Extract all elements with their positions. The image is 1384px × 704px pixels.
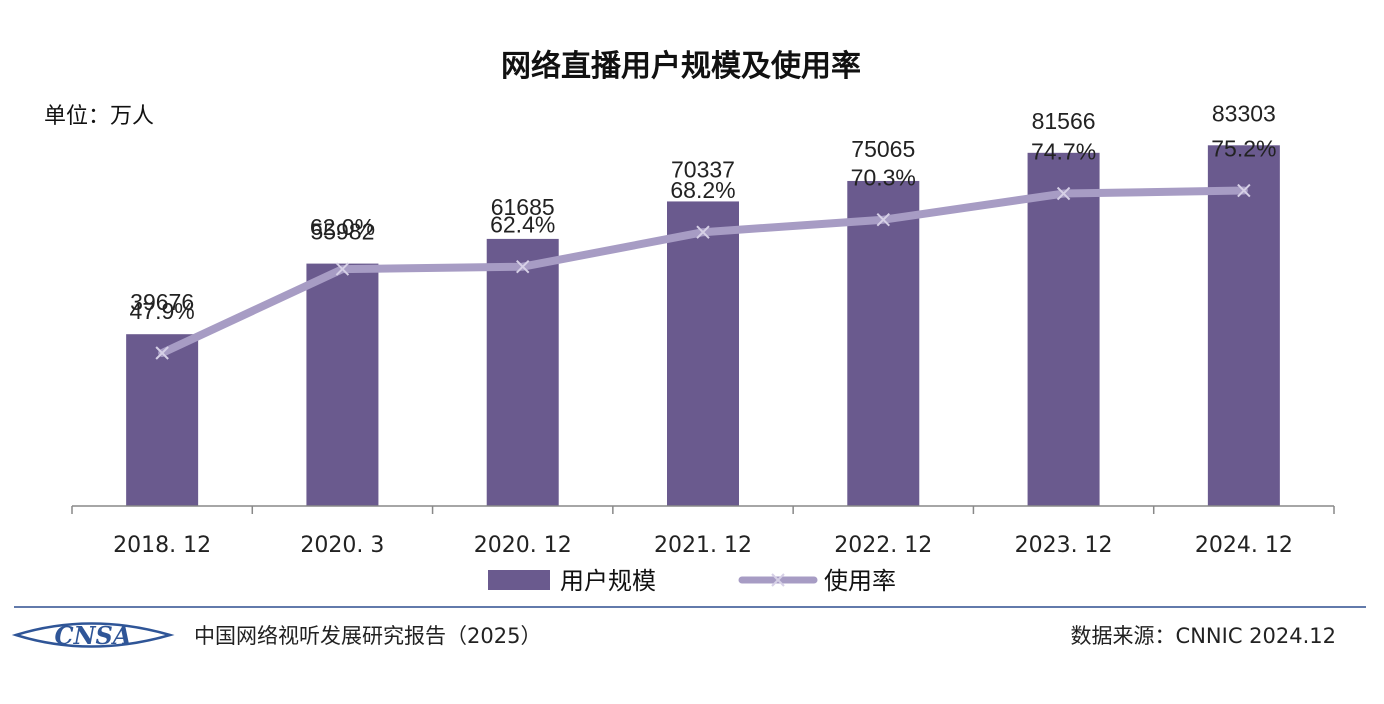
line-value-label: 62.0% — [310, 214, 375, 240]
bar-value-label: 81566 — [1032, 108, 1096, 134]
line-value-labels: 47.9% 62.0% 62.4% 68.2% 70.3% 74.7% 75.2% — [130, 136, 1277, 324]
line-point — [1056, 186, 1071, 201]
line-series — [155, 183, 1251, 360]
legend-label-line: 使用率 — [824, 567, 896, 595]
chart-title: 网络直播用户规模及使用率 — [501, 49, 861, 84]
line-value-label: 62.4% — [490, 212, 555, 238]
bar — [486, 238, 559, 507]
line-value-label: 47.9% — [130, 298, 195, 324]
line-point — [516, 260, 530, 274]
x-tick-label: 2024. 12 — [1195, 533, 1293, 558]
bar-value-label: 83303 — [1212, 100, 1276, 126]
line-point — [155, 346, 169, 360]
unit-label: 单位：万人 — [44, 104, 154, 129]
line-value-label: 75.2% — [1211, 136, 1276, 162]
line-value-label: 68.2% — [670, 177, 735, 203]
legend-label-bar: 用户规模 — [560, 567, 656, 595]
bar — [306, 263, 379, 506]
x-axis-ticks: 2018. 12 2020. 3 2020. 12 2021. 12 2022. 12 2… — [71, 506, 1335, 558]
bar-value-label: 39676 — [130, 289, 194, 315]
x-tick-label: 2020. 3 — [300, 533, 384, 558]
bar — [667, 201, 739, 506]
line-point — [696, 225, 710, 239]
bar-value-label: 61685 — [491, 194, 555, 220]
line-point — [1237, 183, 1251, 198]
bar-value-label: 75065 — [851, 136, 915, 162]
line-value-label: 74.7% — [1031, 139, 1096, 165]
x-tick-label: 2020. 12 — [474, 533, 572, 558]
bar — [1207, 145, 1280, 506]
bar-value-label: 70337 — [671, 156, 735, 182]
x-tick-label: 2022. 12 — [834, 533, 932, 558]
bar-value-label: 55982 — [310, 219, 374, 245]
line-point — [876, 213, 890, 227]
data-source: 数据来源：CNNIC 2024.12 — [1071, 624, 1336, 648]
bar-series — [126, 145, 1280, 507]
legend: 用户规模 使用率 — [488, 567, 896, 595]
logo-text: CNSA — [55, 621, 132, 650]
x-tick-label: 2018. 12 — [113, 533, 211, 558]
bar — [126, 334, 199, 506]
report-title: 中国网络视听发展研究报告（2025） — [194, 624, 541, 648]
bar — [847, 180, 920, 506]
x-tick-label: 2023. 12 — [1015, 533, 1113, 558]
x-tick-label: 2021. 12 — [654, 533, 752, 558]
line-value-label: 70.3% — [851, 165, 916, 191]
line-point — [335, 262, 350, 276]
cnsa-logo: CNSA — [11, 621, 175, 650]
legend-swatch-bar — [488, 570, 550, 590]
legend-line-marker — [771, 573, 785, 587]
bar-value-labels: 39676 55982 61685 70337 75065 81566 83303 — [130, 100, 1276, 315]
bar — [1027, 152, 1100, 506]
